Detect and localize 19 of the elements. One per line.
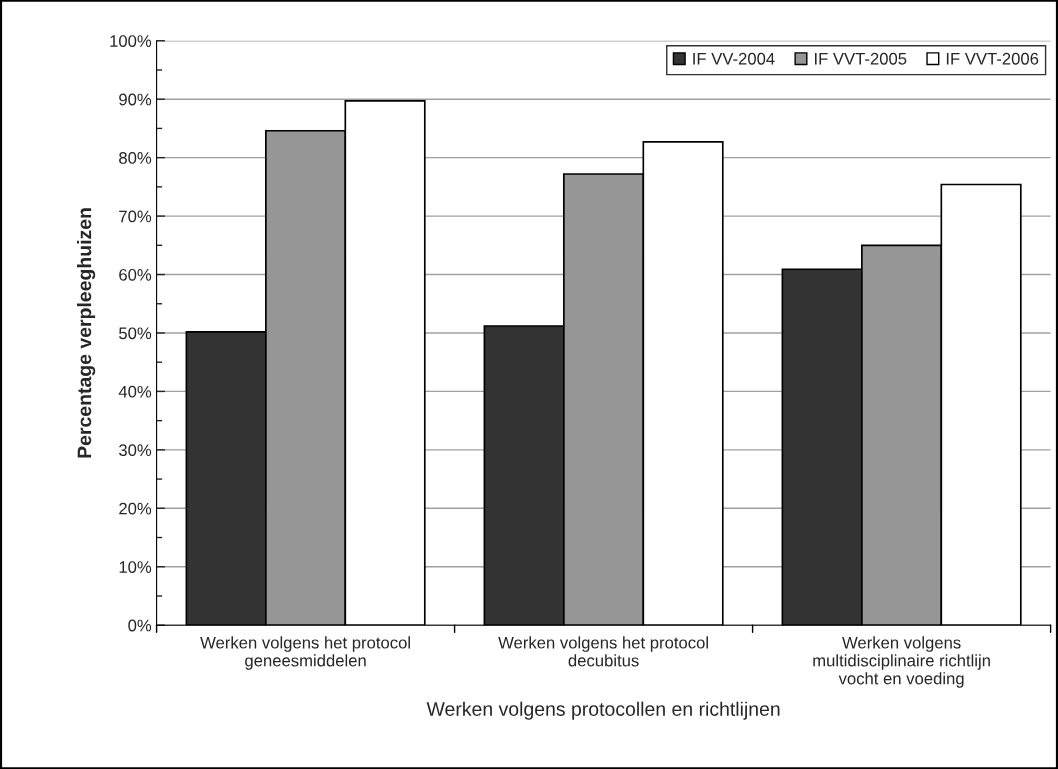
y-tick-label: 100% — [110, 35, 152, 47]
y-tick-label: 90% — [119, 93, 152, 106]
y-tick-label: 10% — [119, 561, 152, 573]
y-tick-label: 50% — [119, 327, 152, 340]
y-tick-label: 30% — [119, 444, 152, 457]
x-tick-label: Werken volgens multidisciplinaire richtlijn vocht en voeding — [813, 636, 990, 688]
y-tick-label: 40% — [118, 385, 152, 398]
legend-label: IF VV-2004 — [693, 52, 775, 65]
y-tick-label: 80% — [119, 152, 152, 164]
legend-label: IF VVT-2005 — [815, 52, 907, 65]
x-tick-label: Werken volgens het protocol geneesmiddelen — [200, 636, 410, 670]
y-axis-title: Percentage verpleeghuizen — [77, 208, 96, 458]
y-tick-label: 20% — [119, 502, 152, 515]
y-tick-label: 60% — [119, 268, 152, 281]
x-axis-title: Werken volgens protocollen en richtlijnen — [426, 701, 780, 720]
legend-label: IF VVT-2006 — [946, 52, 1039, 65]
y-tick-label: 0% — [128, 619, 152, 632]
x-tick-label: Werken volgens het protocol decubitus — [498, 636, 708, 667]
y-tick-label: 70% — [119, 210, 152, 223]
